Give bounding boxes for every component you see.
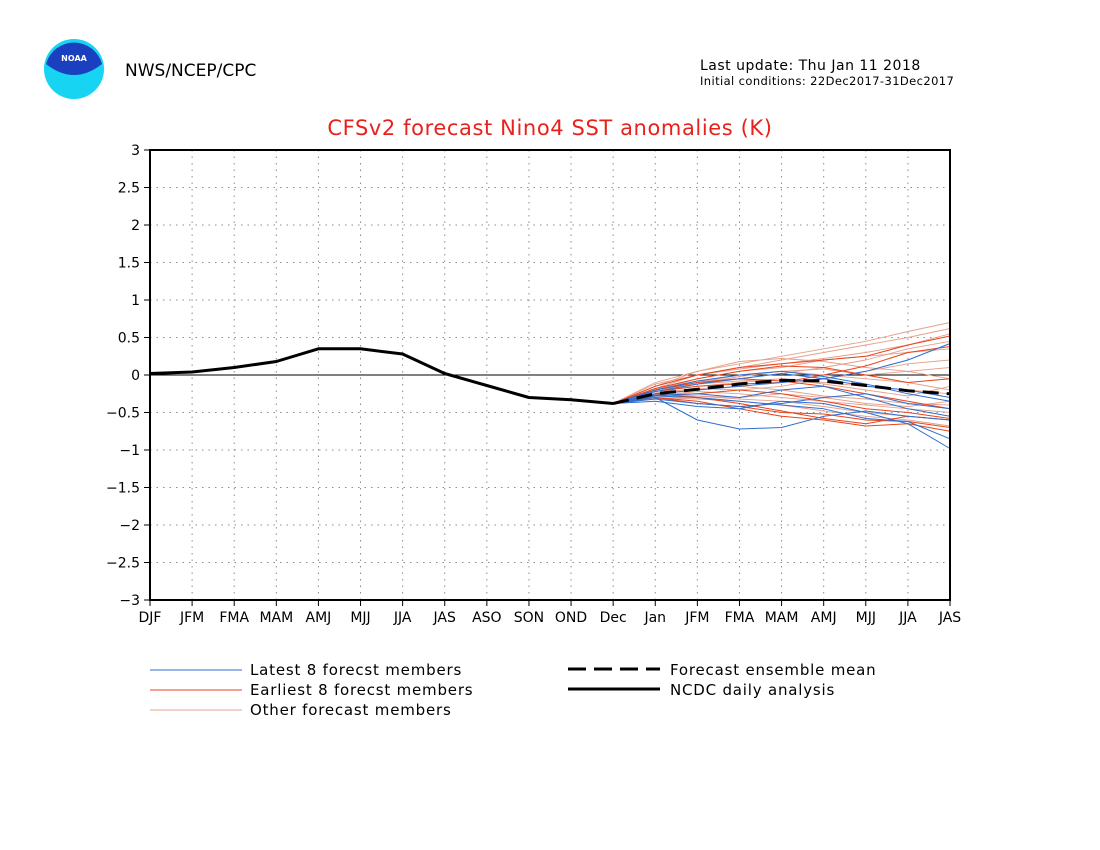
ensemble-mean-line — [612, 378, 951, 405]
other-member-line — [612, 322, 951, 404]
last-update: Last update: Thu Jan 11 2018 — [700, 58, 921, 74]
y-tick-label: 2.5 — [118, 181, 140, 197]
x-tick-label: MAM — [765, 610, 799, 626]
x-tick-label: DJF — [139, 610, 162, 626]
x-tick-label: AMJ — [811, 610, 837, 626]
y-tick-label: −2.5 — [106, 556, 140, 572]
y-axis: 3 2.5 2 1.5 1 0.5 0 −0.5 −1 −1.5 −2 −2.5 −3 — [106, 143, 150, 609]
earliest-member-line — [613, 397, 951, 432]
x-tick-label: ASO — [472, 610, 501, 626]
y-tick-label: 2 — [131, 218, 140, 234]
logo-inner-circle — [62, 46, 86, 70]
plot-grid — [150, 150, 950, 600]
x-tick-label: SON — [514, 610, 544, 626]
x-tick-label: OND — [555, 610, 587, 626]
agency-label: NWS/NCEP/CPC — [125, 61, 256, 81]
x-tick-label: JJA — [898, 610, 917, 626]
latest-member-line — [613, 397, 951, 430]
earliest-member-line — [613, 335, 951, 404]
x-tick-label: Dec — [600, 610, 627, 626]
x-tick-label: JJA — [393, 610, 412, 626]
y-tick-label: −3 — [119, 593, 140, 609]
x-tick-label: FMA — [219, 610, 249, 626]
y-tick-label: −1.5 — [106, 481, 140, 497]
x-tick-label: JAS — [938, 610, 961, 626]
legend-latest-label: Latest 8 forecst members — [250, 661, 462, 679]
plot-frame — [149, 149, 951, 601]
noaa-logo: NOAA — [44, 39, 104, 99]
x-tick-label: MJJ — [350, 610, 370, 626]
y-tick-label: −0.5 — [106, 406, 140, 422]
y-tick-label: 0.5 — [118, 331, 140, 347]
main-lines-group — [149, 347, 951, 405]
latest-member-line — [613, 370, 951, 404]
legend-mean-label: Forecast ensemble mean — [670, 661, 876, 679]
x-tick-label: MAM — [259, 610, 293, 626]
x-tick-label: JFM — [179, 610, 204, 626]
x-axis: DJF JFM FMA MAM AMJ MJJ JJA JAS ASO SON OND Dec Jan J… — [139, 600, 961, 626]
x-tick-label: AMJ — [306, 610, 332, 626]
x-tick-label: JFM — [684, 610, 709, 626]
legend-earliest-label: Earliest 8 forecst members — [250, 681, 473, 699]
y-tick-label: 1 — [131, 293, 140, 309]
latest-member-line — [613, 343, 951, 404]
y-tick-label: −1 — [119, 443, 140, 459]
analysis-line — [149, 347, 614, 405]
y-tick-label: 3 — [131, 143, 140, 159]
x-tick-label: Jan — [643, 610, 666, 626]
latest-members-group — [613, 343, 951, 449]
x-tick-label: JAS — [433, 610, 456, 626]
legend-other-label: Other forecast members — [250, 701, 452, 719]
initial-conditions: Initial conditions: 22Dec2017-31Dec2017 — [700, 74, 954, 88]
latest-member-line — [613, 393, 951, 410]
y-tick-label: 1.5 — [118, 256, 140, 272]
logo-text: NOAA — [61, 54, 87, 63]
x-tick-label: MJJ — [856, 610, 876, 626]
chart-title: CFSv2 forecast Nino4 SST anomalies (K) — [327, 116, 772, 140]
other-member-line — [613, 328, 951, 404]
latest-member-line — [613, 385, 951, 417]
y-tick-label: 0 — [131, 368, 140, 384]
y-tick-label: −2 — [119, 518, 140, 534]
legend: Latest 8 forecst members Earliest 8 fore… — [150, 661, 876, 719]
x-tick-label: FMA — [725, 610, 755, 626]
latest-member-line — [613, 395, 951, 440]
legend-analysis-label: NCDC daily analysis — [670, 681, 835, 699]
earliest-member-line — [613, 365, 951, 404]
